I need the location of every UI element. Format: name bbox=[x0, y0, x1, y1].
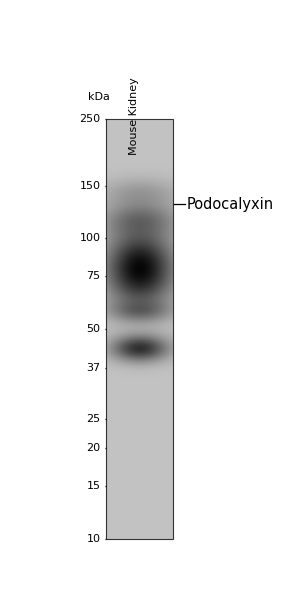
Text: 100: 100 bbox=[79, 233, 100, 243]
Text: 20: 20 bbox=[86, 444, 100, 453]
Text: 250: 250 bbox=[79, 114, 100, 124]
Text: 10: 10 bbox=[86, 533, 100, 544]
Text: kDa: kDa bbox=[88, 92, 110, 102]
Text: 75: 75 bbox=[86, 271, 100, 281]
Text: 50: 50 bbox=[86, 324, 100, 334]
Text: Mouse Kidney: Mouse Kidney bbox=[129, 78, 139, 155]
Text: Podocalyxin: Podocalyxin bbox=[187, 197, 274, 212]
Text: 15: 15 bbox=[86, 481, 100, 491]
Bar bbox=[106, 119, 173, 539]
Text: 37: 37 bbox=[86, 363, 100, 373]
Text: 25: 25 bbox=[86, 415, 100, 424]
Text: 150: 150 bbox=[79, 180, 100, 190]
